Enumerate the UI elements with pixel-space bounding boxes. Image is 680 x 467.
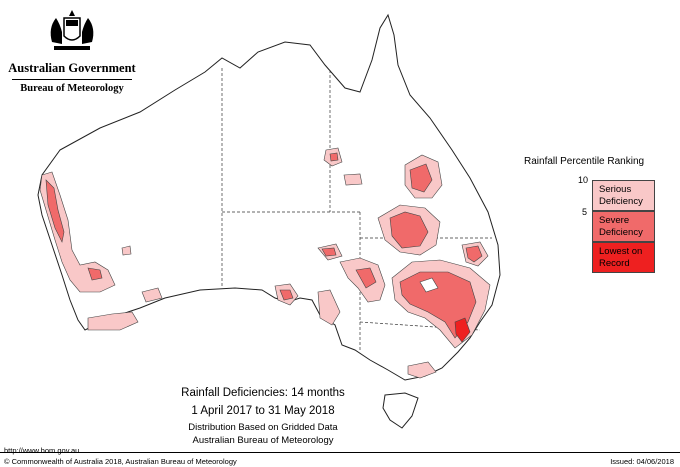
legend-tick-10: 10 bbox=[578, 175, 589, 185]
legend-title: Rainfall Percentile Ranking bbox=[524, 156, 645, 167]
legend-severe-deficiency: Severe Deficiency bbox=[592, 211, 655, 242]
map-title: Rainfall Deficiencies: 14 months bbox=[181, 387, 345, 399]
bom-url-link[interactable]: http://www.bom.gov.au bbox=[4, 446, 80, 455]
deficiency-region-wa-west-coast bbox=[39, 171, 116, 293]
issued-date: Issued: 04/06/2018 bbox=[610, 457, 674, 466]
deficiency-region-nsw bbox=[391, 259, 491, 379]
map-distribution-note: Distribution Based on Gridded Data bbox=[188, 422, 338, 433]
map-source-note: Australian Bureau of Meteorology bbox=[192, 435, 334, 446]
government-logo: Australian Government Bureau of Meteorol… bbox=[8, 8, 136, 94]
deficiency-region-qld bbox=[323, 147, 489, 267]
logo-divider bbox=[12, 79, 132, 80]
footer-divider bbox=[0, 452, 680, 453]
legend-lowest-on-record: Lowest on Record bbox=[592, 242, 655, 273]
government-name: Australian Government bbox=[8, 61, 136, 75]
coat-of-arms-icon bbox=[50, 10, 94, 50]
legend-tick-5: 5 bbox=[582, 207, 588, 217]
map-date-range: 1 April 2017 to 31 May 2018 bbox=[191, 405, 335, 417]
state-borders bbox=[221, 68, 492, 350]
deficiency-region-wa-south-coast bbox=[87, 287, 163, 331]
tasmania-outline bbox=[382, 392, 419, 429]
copyright-text: © Commonwealth of Australia 2018, Austra… bbox=[4, 457, 237, 466]
deficiency-region-sa bbox=[274, 243, 386, 326]
deficiency-region-nt-south bbox=[121, 245, 132, 256]
legend-serious-deficiency: Serious Deficiency bbox=[592, 180, 655, 211]
bureau-name: Bureau of Meteorology bbox=[20, 83, 124, 94]
